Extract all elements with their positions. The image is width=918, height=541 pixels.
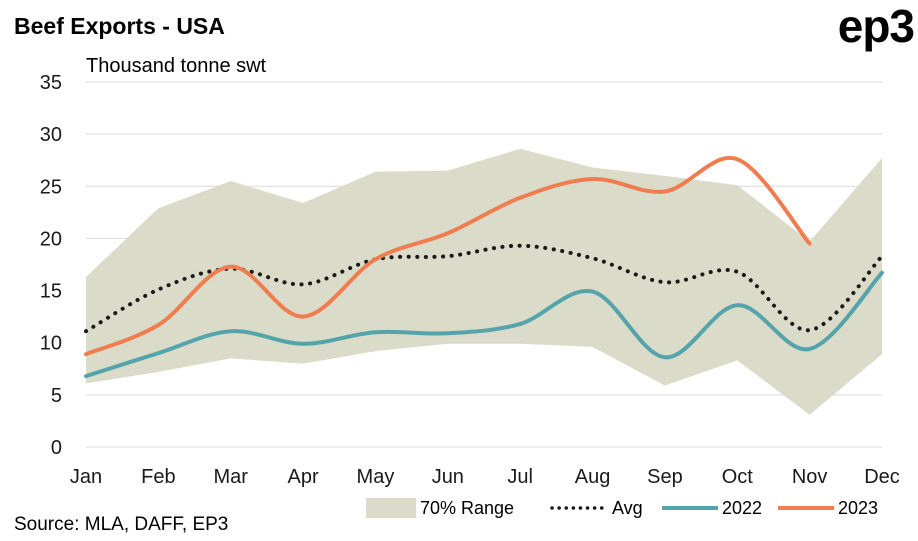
y-tick-label-10: 10 [40, 333, 62, 355]
legend-label-2022: 2022 [722, 498, 762, 518]
x-tick-label-may: May [357, 466, 395, 488]
y-axis-unit-label: Thousand tonne swt [86, 55, 267, 77]
y-tick-label-35: 35 [40, 72, 62, 94]
series-line-2022 [84, 270, 884, 379]
source-note: Source: MLA, DAFF, EP3 [14, 514, 228, 535]
legend-label-range: 70% Range [420, 498, 514, 518]
x-tick-label-mar: Mar [214, 466, 249, 488]
ep3-logo: ep3 [838, 0, 914, 52]
x-tick-label-jan: Jan [70, 466, 102, 488]
x-tick-label-jul: Jul [507, 466, 533, 488]
x-tick-label-feb: Feb [141, 466, 175, 488]
legend: 70% Range Avg 2022 2023 [366, 498, 878, 518]
legend-swatch-range [366, 498, 416, 518]
x-tick-label-aug: Aug [575, 466, 611, 488]
x-tick-label-oct: Oct [722, 466, 754, 488]
chart-title: Beef Exports - USA [14, 13, 225, 39]
legend-label-avg: Avg [612, 498, 643, 518]
y-tick-label-25: 25 [40, 176, 62, 198]
x-tick-label-apr: Apr [288, 466, 319, 488]
y-axis-ticks: 0 5 10 15 20 25 30 35 [40, 72, 62, 459]
series-layer [84, 155, 884, 379]
legend-label-2023: 2023 [838, 498, 878, 518]
x-axis-ticks: Jan Feb Mar Apr May Jun Jul Aug Sep Oct Nov Dec [70, 466, 900, 488]
y-tick-label-15: 15 [40, 281, 62, 303]
series-line-avg [84, 243, 884, 334]
y-tick-label-30: 30 [40, 124, 62, 146]
x-tick-label-jun: Jun [432, 466, 464, 488]
x-tick-label-nov: Nov [792, 466, 828, 488]
y-tick-label-0: 0 [51, 437, 62, 459]
y-tick-label-5: 5 [51, 385, 62, 407]
y-tick-label-20: 20 [40, 228, 62, 250]
x-tick-label-dec: Dec [864, 466, 900, 488]
series-line-2023 [84, 155, 812, 357]
x-tick-label-sep: Sep [647, 466, 683, 488]
